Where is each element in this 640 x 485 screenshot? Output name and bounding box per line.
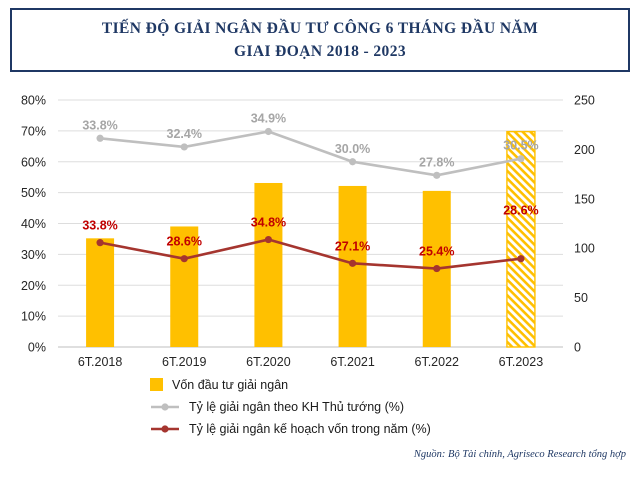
legend-label-bars: Vốn đầu tư giải ngân [172,377,289,392]
svg-text:28.6%: 28.6% [167,234,202,248]
svg-text:6T.2022: 6T.2022 [415,355,460,369]
chart-title-line1: TIẾN ĐỘ GIẢI NGÂN ĐẦU TƯ CÔNG 6 THÁNG ĐẦ… [101,20,539,37]
svg-text:6T.2023: 6T.2023 [499,355,544,369]
svg-text:6T.2019: 6T.2019 [162,355,207,369]
chart-canvas: 0% 10% 20% 30% 40% 50% 60% 70% 80% 0 50 100 150 200 25… [21,93,595,369]
svg-text:0%: 0% [28,340,46,354]
svg-text:60%: 60% [21,155,46,169]
chart-title-box: TIẾN ĐỘ GIẢI NGÂN ĐẦU TƯ CÔNG 6 THÁNG ĐẦ… [10,8,630,72]
svg-text:6T.2021: 6T.2021 [330,355,375,369]
svg-text:50%: 50% [21,186,46,200]
legend-item-gray-line: Tỷ lệ giải ngân theo KH Thủ tướng (%) [150,396,640,418]
svg-text:70%: 70% [21,124,46,138]
svg-text:27.8%: 27.8% [419,155,454,169]
svg-text:50: 50 [574,291,588,305]
source-note: Nguồn: Bộ Tài chính, Agriseco Research t… [413,448,626,460]
svg-text:30.5%: 30.5% [503,138,538,152]
svg-text:20%: 20% [21,278,46,292]
chart-title-line2: GIAI ĐOẠN 2018 - 2023 [233,43,406,61]
svg-text:40%: 40% [21,217,46,231]
chart-legend: Vốn đầu tư giải ngân Tỷ lệ giải ngân the… [0,374,640,440]
legend-label-gray-line: Tỷ lệ giải ngân theo KH Thủ tướng (%) [189,399,405,414]
svg-text:32.4%: 32.4% [167,126,202,140]
svg-text:150: 150 [574,192,595,206]
legend-swatch-gray-line-icon [151,402,179,411]
legend-label-red-line: Tỷ lệ giải ngân kế hoạch vốn trong năm (… [189,421,431,436]
svg-text:25.4%: 25.4% [419,244,454,258]
legend-swatch-bar-icon [150,378,163,391]
svg-text:30%: 30% [21,247,46,261]
legend-item-bars: Vốn đầu tư giải ngân [150,374,640,396]
legend-item-red-line: Tỷ lệ giải ngân kế hoạch vốn trong năm (… [150,418,640,440]
svg-text:30.0%: 30.0% [335,141,370,155]
svg-text:250: 250 [574,93,595,107]
svg-text:28.6%: 28.6% [503,203,538,217]
svg-text:80%: 80% [21,93,46,107]
svg-text:200: 200 [574,142,595,156]
svg-text:6T.2018: 6T.2018 [78,355,123,369]
svg-text:34.8%: 34.8% [251,215,286,229]
svg-text:6T.2020: 6T.2020 [246,355,291,369]
svg-text:34.9%: 34.9% [251,111,286,125]
svg-text:10%: 10% [21,309,46,323]
legend-swatch-red-line-icon [151,424,179,433]
svg-text:27.1%: 27.1% [335,239,370,253]
svg-text:100: 100 [574,241,595,255]
svg-text:33.8%: 33.8% [82,218,117,232]
svg-text:0: 0 [574,340,581,354]
svg-text:33.8%: 33.8% [82,118,117,132]
